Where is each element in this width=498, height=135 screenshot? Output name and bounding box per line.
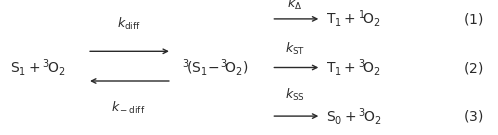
Text: $k_{\rm diff}$: $k_{\rm diff}$ — [117, 16, 140, 32]
Text: $\mathrm{T_1} + {}^3\!\mathrm{O_2}$: $\mathrm{T_1} + {}^3\!\mathrm{O_2}$ — [326, 57, 381, 78]
Text: $k_{\rm SS}$: $k_{\rm SS}$ — [285, 86, 305, 103]
Text: $(2)$: $(2)$ — [463, 60, 483, 75]
Text: $k_{\Delta}$: $k_{\Delta}$ — [287, 0, 302, 12]
Text: ${}^3\!(\mathrm{S_1}\!-\!{}^3\!\mathrm{O_2})$: ${}^3\!(\mathrm{S_1}\!-\!{}^3\!\mathrm{O… — [182, 57, 248, 78]
Text: $\mathrm{S_0} + {}^3\!\mathrm{O_2}$: $\mathrm{S_0} + {}^3\!\mathrm{O_2}$ — [326, 106, 381, 127]
Text: $k_{\rm -diff}$: $k_{\rm -diff}$ — [111, 100, 146, 116]
Text: $k_{\rm ST}$: $k_{\rm ST}$ — [285, 40, 305, 57]
Text: $(3)$: $(3)$ — [463, 108, 483, 124]
Text: $\mathrm{T_1} + {}^1\!\mathrm{O_2}$: $\mathrm{T_1} + {}^1\!\mathrm{O_2}$ — [326, 8, 381, 29]
Text: $(1)$: $(1)$ — [463, 11, 483, 27]
Text: $\mathrm{S_1} + {}^3\!\mathrm{O_2}$: $\mathrm{S_1} + {}^3\!\mathrm{O_2}$ — [10, 57, 65, 78]
